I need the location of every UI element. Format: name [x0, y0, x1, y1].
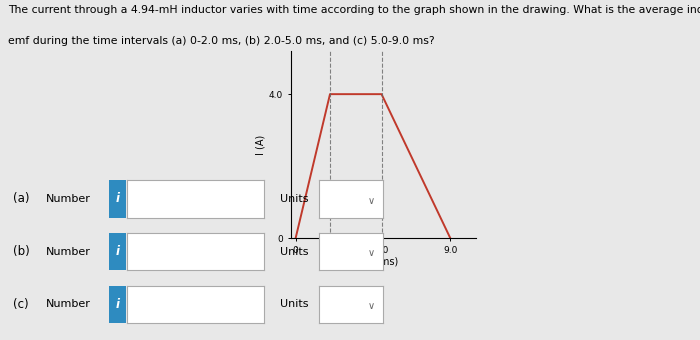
- Text: (a): (a): [13, 192, 29, 205]
- Text: ∨: ∨: [368, 249, 375, 258]
- Text: Number: Number: [46, 194, 90, 204]
- Text: i: i: [116, 192, 119, 205]
- Text: Units: Units: [280, 194, 309, 204]
- Text: i: i: [116, 245, 119, 258]
- Text: (c): (c): [13, 298, 28, 311]
- Text: (b): (b): [13, 245, 29, 258]
- Text: i: i: [116, 298, 119, 311]
- Text: Number: Number: [46, 299, 90, 309]
- Text: Units: Units: [280, 299, 309, 309]
- Text: Number: Number: [46, 246, 90, 257]
- Text: emf during the time intervals (a) 0-2.0 ms, (b) 2.0-5.0 ms, and (c) 5.0-9.0 ms?: emf during the time intervals (a) 0-2.0 …: [8, 36, 435, 46]
- Y-axis label: I (A): I (A): [256, 134, 266, 155]
- X-axis label: t (ms): t (ms): [369, 256, 398, 266]
- Text: ∨: ∨: [368, 301, 375, 311]
- Text: ∨: ∨: [368, 196, 375, 206]
- Text: Units: Units: [280, 246, 309, 257]
- Text: The current through a 4.94-mH inductor varies with time according to the graph s: The current through a 4.94-mH inductor v…: [8, 5, 700, 15]
